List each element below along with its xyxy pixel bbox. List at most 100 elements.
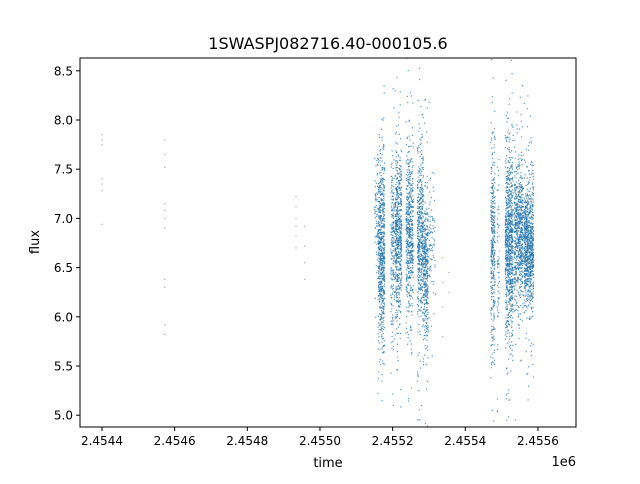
data-point (422, 158, 424, 160)
data-point (518, 198, 520, 200)
data-point (508, 266, 510, 268)
data-point (381, 194, 383, 196)
data-point (400, 284, 402, 286)
data-point (418, 282, 420, 284)
data-point (410, 289, 412, 292)
data-point (507, 271, 509, 274)
data-point (417, 213, 420, 215)
data-point (381, 180, 383, 182)
data-point (400, 264, 402, 266)
data-point (520, 265, 522, 267)
data-point (514, 146, 516, 148)
data-point (378, 292, 381, 295)
data-point (513, 216, 515, 218)
data-point (424, 261, 426, 263)
data-point (383, 345, 385, 347)
data-point (418, 206, 420, 209)
data-point (418, 244, 420, 247)
data-point (429, 232, 432, 234)
data-point (418, 243, 420, 245)
data-point (383, 198, 385, 200)
data-point (409, 200, 411, 202)
data-point (494, 232, 496, 235)
data-point (381, 217, 383, 219)
data-point (492, 276, 495, 278)
data-point (383, 262, 385, 264)
data-point (424, 259, 426, 261)
data-point (420, 300, 422, 303)
data-point (378, 290, 380, 292)
data-point (400, 209, 402, 211)
data-point (417, 195, 420, 197)
data-point (509, 214, 511, 216)
data-point (419, 246, 421, 248)
data-point (510, 242, 512, 244)
data-point (381, 160, 383, 162)
data-point (378, 189, 380, 191)
data-point (490, 137, 493, 139)
data-point (407, 196, 409, 199)
data-point (521, 255, 523, 258)
data-point (377, 282, 380, 284)
data-point (509, 199, 511, 201)
data-point (515, 209, 517, 211)
data-point (521, 187, 523, 190)
data-point (378, 252, 380, 254)
data-point (505, 176, 507, 178)
data-point (374, 193, 376, 195)
data-point (491, 154, 493, 156)
data-point (421, 289, 423, 291)
data-point (410, 250, 412, 252)
data-point (393, 232, 395, 234)
data-point (409, 340, 411, 342)
data-point (398, 257, 400, 259)
data-point (417, 373, 419, 375)
data-point (421, 195, 424, 197)
data-point (511, 236, 514, 238)
data-point (409, 191, 411, 194)
data-point (505, 322, 507, 324)
data-point (491, 240, 493, 242)
data-point (519, 235, 521, 237)
data-point (379, 152, 382, 154)
data-point (400, 232, 402, 235)
data-point (423, 248, 425, 250)
data-point (510, 297, 512, 299)
data-point (380, 240, 382, 242)
data-point (494, 231, 496, 233)
data-point (394, 228, 397, 230)
data-point (509, 225, 511, 227)
data-point (382, 203, 384, 205)
data-point (509, 224, 511, 226)
data-point (378, 371, 380, 373)
data-point (426, 235, 428, 237)
data-point (508, 201, 510, 203)
data-point (380, 211, 382, 214)
data-point (377, 333, 379, 335)
data-point (418, 123, 420, 125)
data-point (505, 140, 508, 142)
data-point (493, 230, 495, 232)
data-point (490, 307, 492, 309)
data-point (422, 266, 424, 268)
data-point (422, 262, 424, 264)
data-point (398, 202, 400, 204)
data-point (378, 342, 380, 344)
data-point (491, 228, 493, 231)
data-point (498, 276, 500, 279)
data-point (510, 237, 512, 239)
data-point (490, 362, 493, 364)
data-point (412, 200, 414, 202)
data-point (383, 236, 385, 238)
data-point (422, 176, 424, 178)
data-point (418, 145, 420, 147)
data-point (507, 225, 509, 227)
data-point (383, 187, 385, 189)
data-point (425, 261, 427, 263)
data-point (429, 269, 431, 271)
data-point (505, 179, 507, 181)
data-point (378, 172, 380, 174)
data-point (516, 243, 518, 245)
data-point (432, 232, 434, 234)
data-point (411, 238, 413, 240)
